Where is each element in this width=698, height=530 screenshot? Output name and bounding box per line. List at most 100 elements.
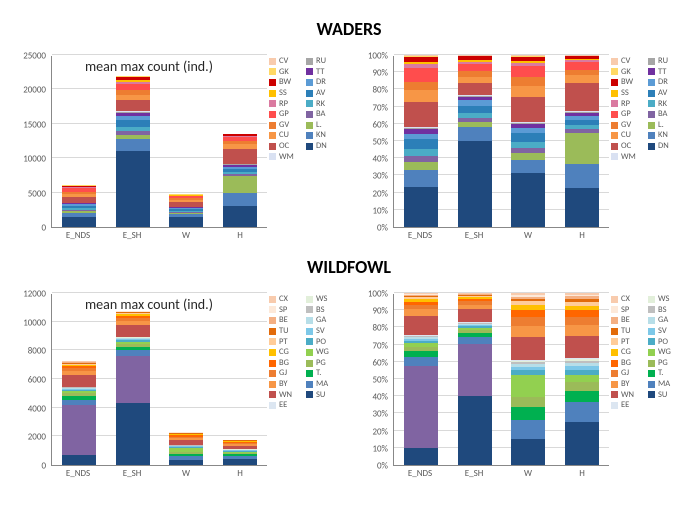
legend-label: PT — [279, 337, 288, 348]
legend-label: TT — [658, 67, 666, 78]
legend-item-BW: BW — [611, 77, 644, 88]
legend-item-MA: MA — [306, 379, 339, 390]
legend-swatch — [306, 111, 313, 118]
legend-label: BW — [279, 77, 291, 88]
ytick: 10000 — [23, 317, 46, 328]
legend: CXWSSPBSBEGATUSVPTPOCGWGBGPGGJT.BYMAWNSU… — [611, 294, 681, 411]
plot-area-absolute — [51, 294, 267, 466]
legend-swatch — [648, 349, 655, 356]
legend-label: RP — [621, 99, 630, 110]
legend-swatch — [648, 381, 655, 388]
legend-swatch — [611, 111, 618, 118]
legend-swatch — [611, 381, 618, 388]
legend-item-GV: GV — [611, 120, 644, 131]
legend-item-DN: DN — [306, 141, 339, 152]
segment-MA — [404, 357, 438, 365]
xtick-E_NDS: E_NDS — [393, 468, 447, 479]
segment-AV — [511, 133, 545, 142]
legend-item-BA: BA — [306, 109, 339, 120]
segment-_p — [404, 366, 438, 449]
segment-AV — [404, 139, 438, 149]
legend-swatch — [648, 360, 655, 367]
segment-L. — [511, 153, 545, 160]
segment-KN — [565, 164, 599, 188]
ytick: 20% — [372, 426, 388, 437]
legend-label: KN — [316, 130, 326, 141]
legend-item-SV: SV — [306, 326, 339, 337]
legend-item-GP: GP — [611, 109, 644, 120]
legend-item-BE: BE — [269, 315, 302, 326]
legend-label: DR — [316, 77, 326, 88]
legend-swatch — [306, 338, 313, 345]
legend-item-SS: SS — [611, 88, 644, 99]
segment-WG — [565, 375, 599, 382]
legend-item-T.: T. — [648, 368, 681, 379]
xtick-E_SH: E_SH — [447, 468, 501, 479]
xtick-H: H — [213, 230, 267, 241]
legend-item-PO: PO — [306, 337, 339, 348]
x-axis: E_NDSE_SHWH — [51, 230, 267, 241]
legend-swatch — [648, 370, 655, 377]
legend-swatch — [269, 370, 276, 377]
xtick-W: W — [501, 230, 555, 241]
legend-label: L. — [316, 120, 322, 131]
overlay-title: mean max count (ind.) — [85, 58, 213, 75]
legend-swatch — [648, 100, 655, 107]
legend-swatch — [306, 132, 313, 139]
legend-label: T. — [316, 368, 321, 379]
legend-item-WM: WM — [269, 152, 302, 163]
legend-swatch — [306, 58, 313, 65]
ytick: 2000 — [28, 432, 46, 443]
legend-item-SS: SS — [269, 88, 302, 99]
xtick-H: H — [555, 230, 609, 241]
ytick: 8000 — [28, 346, 46, 357]
x-axis: E_NDSE_SHWH — [51, 468, 267, 479]
legend-item-DR: DR — [648, 77, 681, 88]
legend-swatch — [648, 296, 655, 303]
legend-label: MA — [316, 379, 328, 390]
segment-DN — [511, 173, 545, 227]
segment-KN — [116, 139, 150, 151]
legend-item-PT: PT — [611, 337, 644, 348]
xtick-E_SH: E_SH — [447, 230, 501, 241]
legend-swatch — [306, 381, 313, 388]
legend-item-GA: GA — [306, 315, 339, 326]
segment-KN — [404, 170, 438, 187]
legend-swatch — [611, 68, 618, 75]
xtick-E_SH: E_SH — [105, 230, 159, 241]
legend-label: PO — [658, 337, 668, 348]
legend-label: SU — [658, 390, 667, 401]
legend-swatch — [306, 79, 313, 86]
plot-area-absolute — [51, 56, 267, 228]
segment-SU — [169, 460, 203, 465]
segment-SU — [404, 448, 438, 465]
legend-item-L.: L. — [306, 120, 339, 131]
legend-swatch — [648, 317, 655, 324]
bar-W — [511, 293, 545, 465]
segment-OC — [511, 97, 545, 122]
ytick: 50% — [372, 137, 388, 148]
segment-KN — [458, 127, 492, 141]
legend-item-BW: BW — [269, 77, 302, 88]
legend-item-PT: PT — [269, 337, 302, 348]
segment-SU — [223, 459, 257, 465]
ytick: 0% — [377, 461, 388, 472]
legend-swatch — [611, 79, 618, 86]
legend-label: EE — [279, 400, 287, 411]
legend-swatch — [306, 122, 313, 129]
legend-swatch — [611, 402, 618, 409]
legend-swatch — [306, 68, 313, 75]
segment-WG — [511, 375, 545, 397]
legend-label: GJ — [279, 368, 287, 379]
segment-OC — [116, 100, 150, 111]
legend-swatch — [611, 296, 618, 303]
legend-label: DR — [658, 77, 668, 88]
ytick: 10000 — [23, 154, 46, 165]
segment-AV — [458, 106, 492, 113]
legend-label: GA — [658, 315, 668, 326]
legend-label: BG — [279, 358, 289, 369]
segment-DN — [169, 217, 203, 227]
legend-item-CG: CG — [611, 347, 644, 358]
legend-swatch — [611, 306, 618, 313]
ytick: 100% — [368, 289, 388, 300]
